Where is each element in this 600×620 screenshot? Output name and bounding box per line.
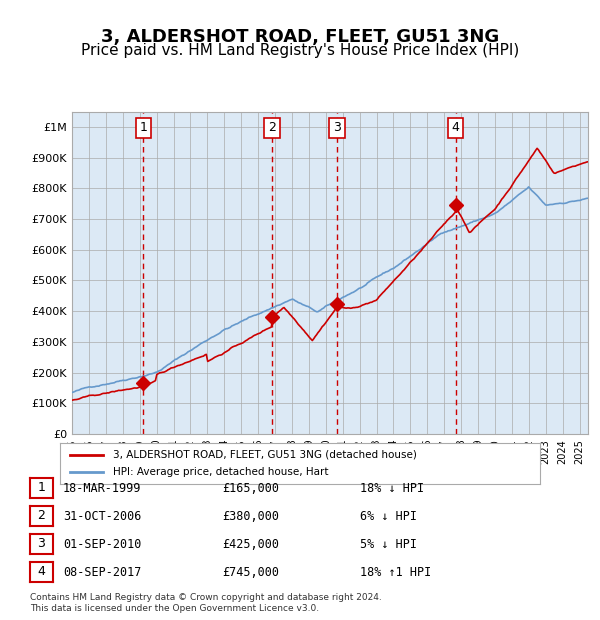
Text: 5% ↓ HPI: 5% ↓ HPI (360, 538, 417, 551)
Text: £380,000: £380,000 (222, 510, 279, 523)
Text: £425,000: £425,000 (222, 538, 279, 551)
Text: 3: 3 (333, 122, 341, 135)
Text: 2: 2 (268, 122, 276, 135)
Text: 18-MAR-1999: 18-MAR-1999 (63, 482, 142, 495)
Text: 1: 1 (139, 122, 147, 135)
Text: 08-SEP-2017: 08-SEP-2017 (63, 566, 142, 578)
Text: 3, ALDERSHOT ROAD, FLEET, GU51 3NG: 3, ALDERSHOT ROAD, FLEET, GU51 3NG (101, 28, 499, 46)
Text: 4: 4 (37, 565, 46, 578)
Text: £745,000: £745,000 (222, 566, 279, 578)
Text: 2: 2 (37, 510, 46, 522)
Text: Contains HM Land Registry data © Crown copyright and database right 2024.
This d: Contains HM Land Registry data © Crown c… (30, 593, 382, 613)
Text: 3, ALDERSHOT ROAD, FLEET, GU51 3NG (detached house): 3, ALDERSHOT ROAD, FLEET, GU51 3NG (deta… (113, 450, 416, 459)
Text: 1: 1 (37, 482, 46, 494)
Text: 18% ↑1 HPI: 18% ↑1 HPI (360, 566, 431, 578)
Text: £165,000: £165,000 (222, 482, 279, 495)
Text: 4: 4 (452, 122, 460, 135)
Text: 31-OCT-2006: 31-OCT-2006 (63, 510, 142, 523)
Text: 6% ↓ HPI: 6% ↓ HPI (360, 510, 417, 523)
Text: 01-SEP-2010: 01-SEP-2010 (63, 538, 142, 551)
Text: Price paid vs. HM Land Registry's House Price Index (HPI): Price paid vs. HM Land Registry's House … (81, 43, 519, 58)
Text: 3: 3 (37, 538, 46, 550)
Text: 18% ↓ HPI: 18% ↓ HPI (360, 482, 424, 495)
Text: HPI: Average price, detached house, Hart: HPI: Average price, detached house, Hart (113, 467, 328, 477)
